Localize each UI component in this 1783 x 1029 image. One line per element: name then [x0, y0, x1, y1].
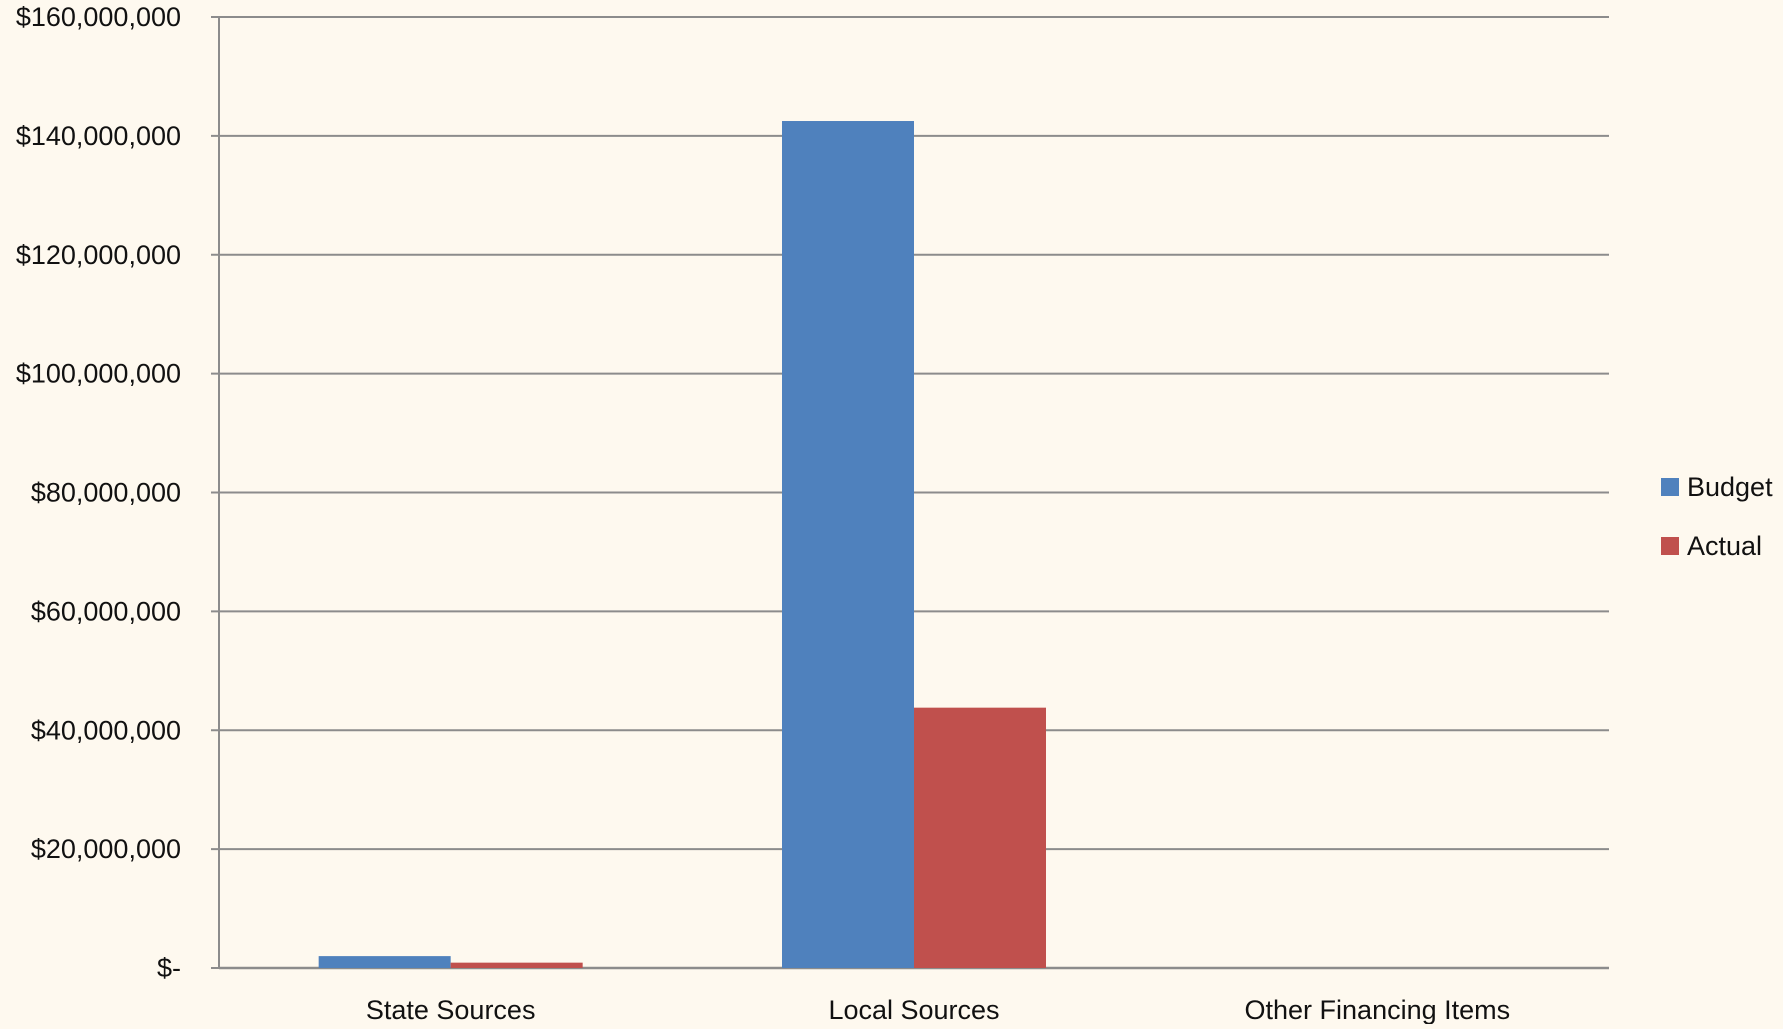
legend-swatch-budget [1661, 478, 1679, 496]
y-tick-label: $140,000,000 [16, 121, 181, 151]
y-tick-label: $20,000,000 [31, 834, 181, 864]
y-tick-label: $80,000,000 [31, 478, 181, 508]
y-tick-label: $40,000,000 [31, 715, 181, 745]
y-tick-label: $100,000,000 [16, 359, 181, 389]
legend: Budget Actual [1661, 472, 1773, 561]
bars [318, 121, 1046, 968]
legend-label-actual: Actual [1687, 531, 1762, 561]
y-axis-tick-labels: $- $20,000,000 $40,000,000 $60,000,000 $80,0… [16, 2, 181, 983]
x-category-label: State Sources [366, 995, 536, 1024]
bar-actual-state-sources [450, 962, 583, 968]
y-tick-label: $120,000,000 [16, 240, 181, 270]
bar-actual-local-sources [914, 707, 1046, 968]
x-axis-category-labels: State Sources Local Sources Other Financin… [366, 995, 1511, 1025]
legend-swatch-actual [1661, 537, 1679, 555]
x-category-label: Other Financing Items [1245, 995, 1511, 1024]
x-category-label: Local Sources [828, 995, 999, 1024]
y-tick-label: $160,000,000 [16, 2, 181, 32]
y-tick-label: $60,000,000 [31, 596, 181, 626]
bar-budget-state-sources [318, 956, 451, 968]
y-tick-label: $- [157, 953, 181, 983]
legend-label-budget: Budget [1687, 472, 1773, 502]
bar-budget-local-sources [782, 121, 914, 968]
